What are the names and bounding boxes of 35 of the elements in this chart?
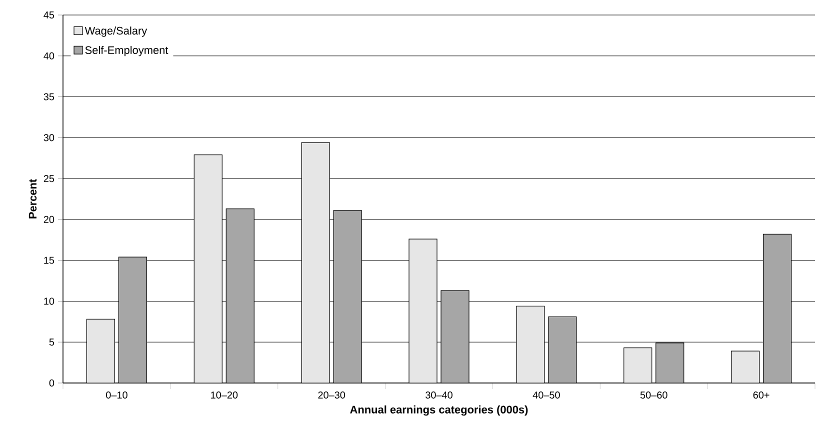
y-tick-label: 15 bbox=[44, 256, 54, 264]
y-tick-label: 5 bbox=[49, 338, 54, 346]
x-tick-label: 0–10 bbox=[106, 392, 128, 399]
y-tick-label: 30 bbox=[44, 134, 54, 142]
y-tick-label: 40 bbox=[44, 52, 54, 60]
x-tick-label: 20–30 bbox=[318, 392, 346, 399]
bar bbox=[440, 290, 470, 383]
bar bbox=[762, 234, 792, 383]
x-tick-label: 40–50 bbox=[532, 392, 560, 399]
bar bbox=[194, 154, 222, 383]
y-tick-label: 20 bbox=[44, 216, 54, 223]
bar bbox=[86, 318, 116, 383]
bar bbox=[656, 342, 684, 383]
y-axis-title: Percent bbox=[28, 179, 37, 218]
bar bbox=[730, 350, 760, 383]
legend-label: Wage/Salary bbox=[84, 26, 148, 37]
y-tick-label: 45 bbox=[44, 12, 54, 18]
y-tick-label: 25 bbox=[44, 175, 54, 182]
bar bbox=[301, 142, 330, 383]
bar bbox=[226, 208, 254, 383]
x-tick-label: 50–60 bbox=[640, 392, 668, 399]
y-tick-label: 0 bbox=[49, 379, 54, 387]
x-tick-label: 60+ bbox=[753, 392, 770, 399]
x-axis-title: Annual earnings categories (000s) bbox=[350, 405, 528, 416]
bar bbox=[118, 256, 148, 383]
bar bbox=[408, 238, 438, 383]
bar bbox=[624, 348, 652, 383]
x-tick-label: 10–20 bbox=[211, 392, 238, 399]
x-tick-label: 30–40 bbox=[426, 392, 452, 399]
bar bbox=[333, 210, 362, 383]
y-tick-label: 10 bbox=[44, 298, 54, 305]
bar bbox=[516, 306, 545, 383]
bar bbox=[548, 316, 577, 383]
y-tick-label: 35 bbox=[44, 93, 54, 100]
legend-label: Self-Employment bbox=[85, 46, 168, 56]
